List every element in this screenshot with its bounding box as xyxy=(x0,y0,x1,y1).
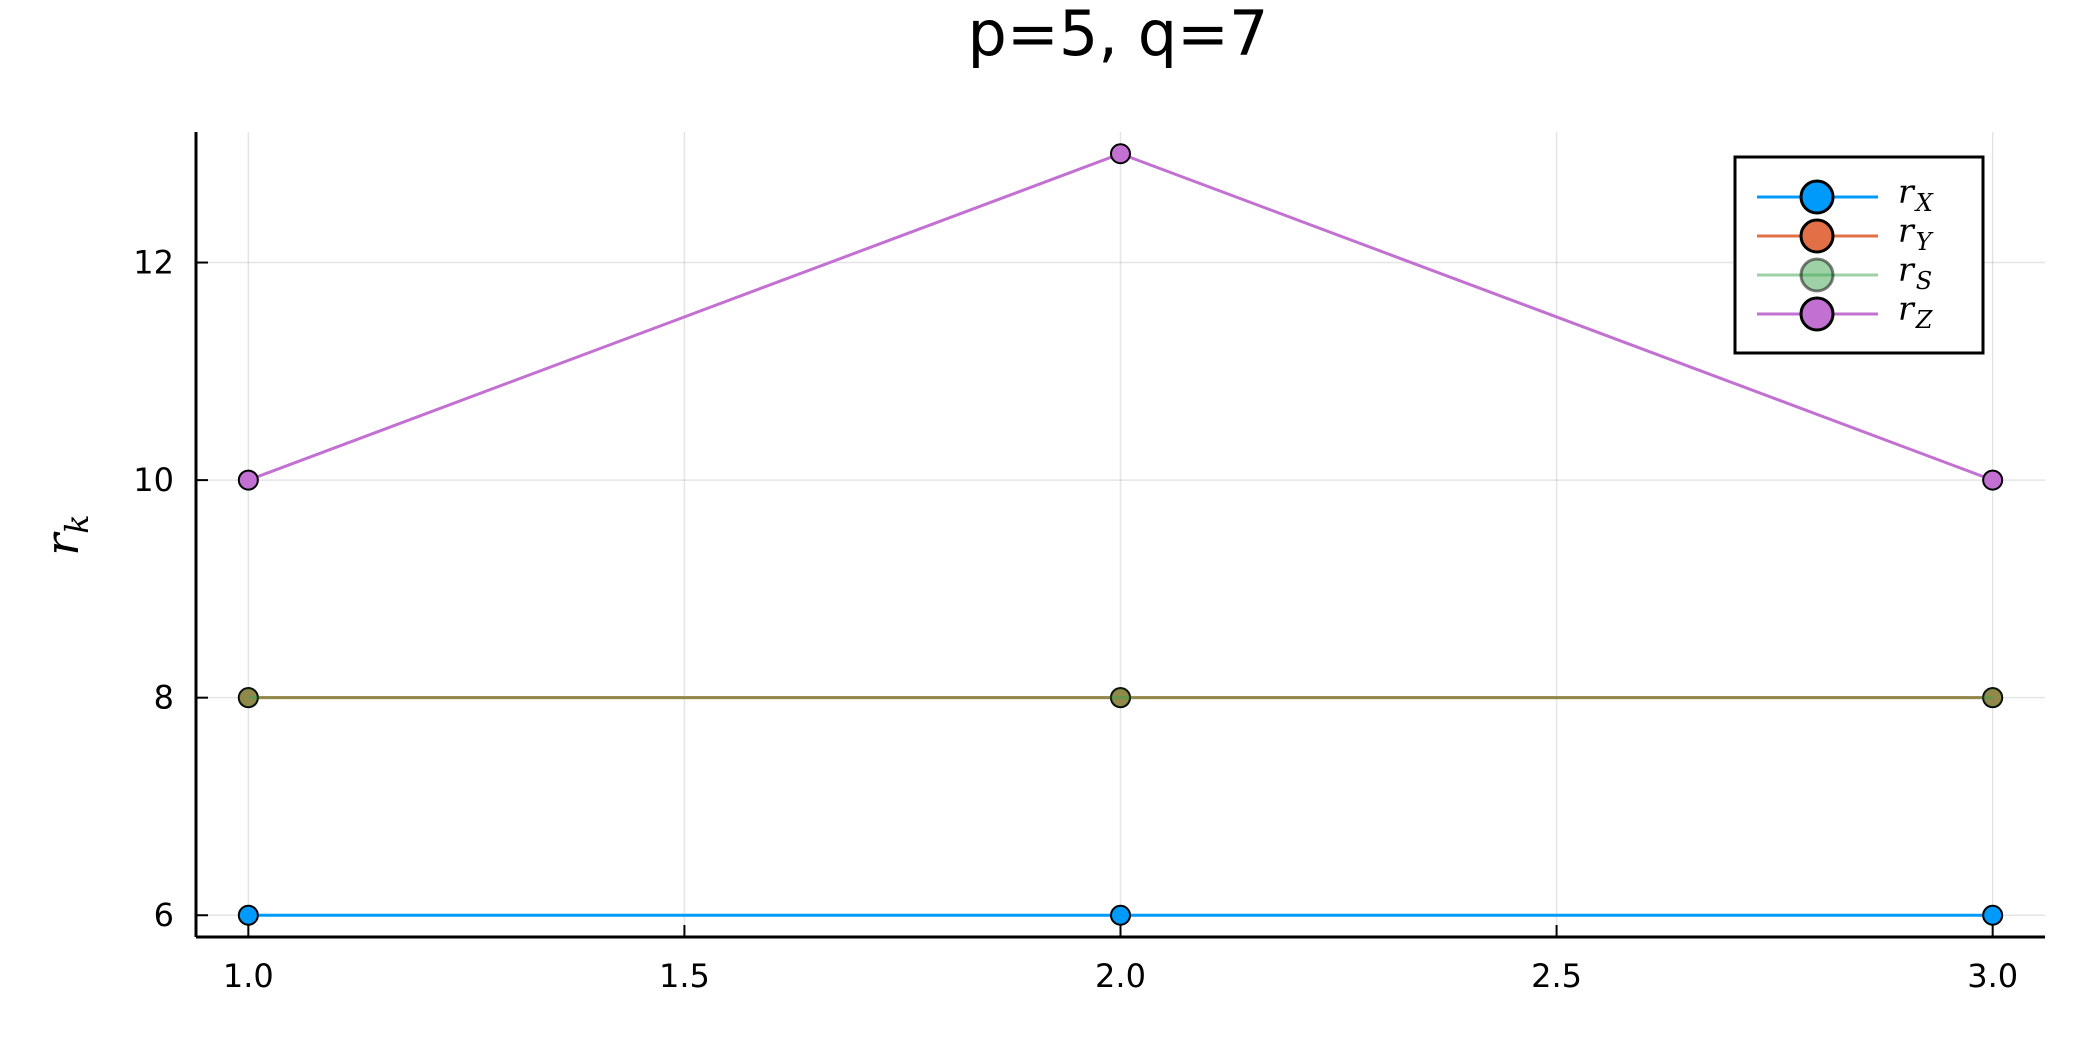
legend-label: rS xyxy=(1898,250,1932,295)
legend-label-base: r xyxy=(1898,250,1916,289)
axis-layer: 1.0 1.5 2.0 2.5 3.0 6 8 10 12 xyxy=(133,132,2045,995)
legend-box xyxy=(1733,155,1985,355)
legend-label: rY xyxy=(1898,211,1934,256)
data-point-x xyxy=(1982,904,2004,926)
legend-marker xyxy=(1799,179,1835,215)
legend-marker xyxy=(1799,296,1835,332)
data-point-x xyxy=(1110,904,1131,926)
data-point-z xyxy=(1982,469,2004,491)
data-point-s xyxy=(237,687,259,709)
data-point-s xyxy=(1982,687,2004,709)
x-tick-label: 2.5 xyxy=(1531,957,1582,995)
legend-marker xyxy=(1799,257,1835,293)
x-tick-label: 2.0 xyxy=(1095,957,1146,995)
y-tick-label: 8 xyxy=(154,679,174,717)
y-axis-label-base: r xyxy=(35,531,89,556)
data-point-z xyxy=(1110,143,1131,165)
legend-label: rZ xyxy=(1898,289,1934,334)
series-layer xyxy=(237,143,2004,926)
legend-label-sub: S xyxy=(1916,267,1932,295)
legend-label-sub: Y xyxy=(1916,228,1934,256)
y-tick-label: 12 xyxy=(133,244,174,282)
legend-label-base: r xyxy=(1898,172,1916,211)
legend-label-base: r xyxy=(1898,211,1916,250)
legend-label: rX xyxy=(1898,172,1934,217)
legend-marker xyxy=(1799,218,1835,254)
chart-title: p=5, q=7 xyxy=(968,0,1269,70)
legend-label-sub: X xyxy=(1914,189,1934,217)
y-axis-label-sub: k xyxy=(58,514,96,533)
x-tick-label: 3.0 xyxy=(1967,957,2018,995)
x-tick-label: 1.0 xyxy=(223,957,274,995)
y-axis-label: rk xyxy=(35,514,96,555)
y-tick-label: 6 xyxy=(154,896,174,934)
legend-label-sub: Z xyxy=(1915,306,1934,334)
y-tick-label: 10 xyxy=(133,461,174,499)
data-point-s xyxy=(1110,687,1131,709)
legend-label-base: r xyxy=(1898,289,1916,328)
x-tick-label: 1.5 xyxy=(659,957,710,995)
data-point-z xyxy=(237,469,259,491)
data-point-x xyxy=(237,904,259,926)
